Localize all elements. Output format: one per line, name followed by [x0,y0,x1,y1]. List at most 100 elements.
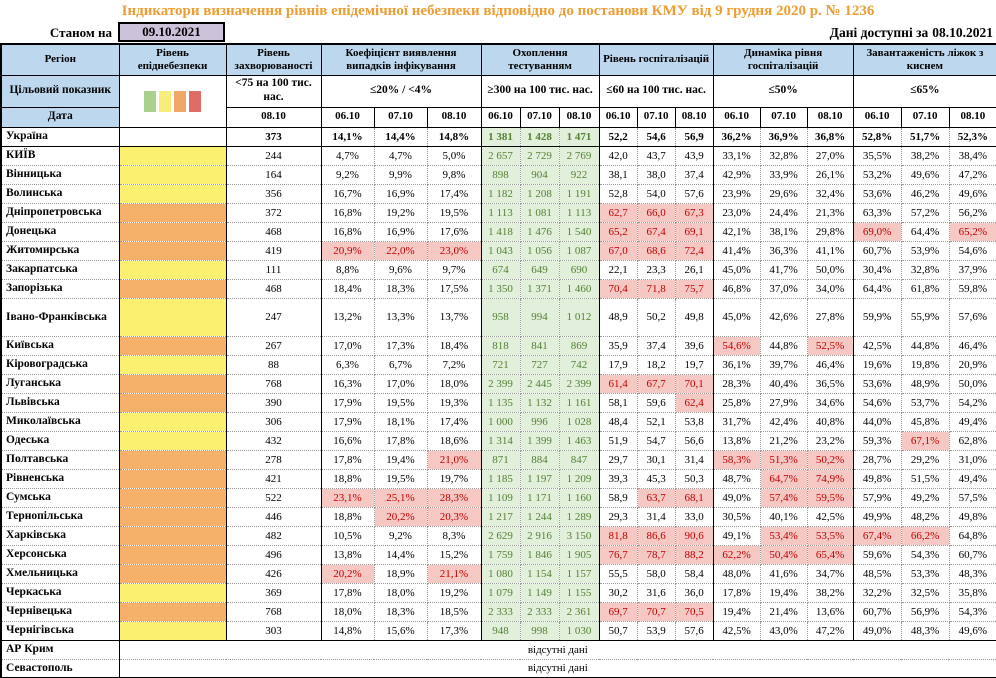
testing-cell: 2 916 [520,526,560,546]
incidence-cell: 768 [226,374,322,394]
bed-occupancy-cell: 53,2% [853,165,902,185]
hospitalization-cell: 30,1 [637,450,676,470]
bed-occupancy-cell: 54,2% [949,393,996,413]
region-cell: Севастополь [1,659,120,678]
coef-cell: 8,8% [321,260,375,280]
hospitalization-cell: 49,8 [675,298,714,337]
hospitalization-cell: 31,4 [637,507,676,527]
hospitalization-cell: 62,7 [599,203,638,223]
bed-occupancy-cell: 57,2% [901,203,950,223]
testing-cell: 2 657 [481,146,521,166]
dynamics-cell: 37,0% [760,279,808,299]
date-cell: 08.10 [948,106,996,128]
bed-occupancy-cell: 69,0% [853,222,902,242]
hospitalization-cell: 69,1 [675,222,714,242]
dynamics-cell: 54,6% [713,336,761,356]
hospitalization-cell: 38,0 [637,165,676,185]
bed-occupancy-cell: 54,3% [949,602,996,622]
coef-cell: 18,8% [321,507,375,527]
testing-cell: 2 333 [520,602,560,622]
coef-cell: 18,3% [374,279,428,299]
bed-occupancy-cell: 19,6% [853,355,902,375]
region-cell: Полтавська [1,450,120,470]
bed-occupancy-cell: 46,4% [949,336,996,356]
dynamics-cell: 45,0% [713,260,761,280]
dynamics-cell: 30,5% [713,507,761,527]
incidence-cell: 446 [226,507,322,527]
bed-occupancy-cell: 60,7% [853,602,902,622]
target-coefficient: ≤20% / <4% [320,74,482,108]
bed-occupancy-cell: 67,1% [901,431,950,451]
coef-cell: 17,8% [321,583,375,603]
incidence-cell: 88 [226,355,322,375]
coef-cell: 18,3% [374,602,428,622]
hospitalization-cell: 50,7 [599,621,638,641]
hospitalization-cell: 90,6 [675,526,714,546]
dynamics-cell: 42,5% [807,507,854,527]
testing-cell: 1 160 [559,488,600,508]
hospitalization-cell: 70,5 [675,602,714,622]
testing-cell: 869 [559,336,600,356]
hospitalization-cell: 56,9 [675,127,714,147]
dynamics-cell: 23,9% [713,184,761,204]
bed-occupancy-cell: 51,5% [901,469,950,489]
bed-occupancy-cell: 53,9% [901,241,950,261]
hospitalization-cell: 70,7 [637,602,676,622]
hospitalization-cell: 69,7 [599,602,638,622]
bed-occupancy-cell: 20,9% [949,355,996,375]
bed-occupancy-cell: 35,8% [949,583,996,603]
testing-cell: 948 [481,621,521,641]
dynamics-cell: 42,5% [713,621,761,641]
epidemic-level-cell [119,507,227,527]
coef-cell: 17,5% [427,279,482,299]
incidence-cell: 432 [226,431,322,451]
bed-occupancy-cell: 54,6% [949,241,996,261]
date-cell: 08.10 [806,106,854,128]
testing-cell: 1 846 [520,545,560,565]
hospitalization-cell: 29,3 [599,507,638,527]
bed-occupancy-cell: 45,8% [901,412,950,432]
bed-occupancy-cell: 52,8% [853,127,902,147]
testing-cell: 1 000 [481,412,521,432]
coef-cell: 14,8% [427,127,482,147]
dynamics-cell: 42,9% [713,165,761,185]
testing-cell: 2 361 [559,602,600,622]
bed-occupancy-cell: 32,8% [901,260,950,280]
bed-occupancy-cell: 49,9% [853,507,902,527]
coef-cell: 25,1% [374,488,428,508]
bed-occupancy-cell: 57,6% [949,298,996,337]
testing-cell: 1 056 [520,241,560,261]
date-cell: 06.10 [480,106,521,128]
hospitalization-cell: 72,4 [675,241,714,261]
dynamics-cell: 36,1% [713,355,761,375]
table-row: Тернопільська 446 18,8% 20,2% 20,3% 1 217 1 24… [1,507,996,527]
testing-cell: 994 [520,298,560,337]
dynamics-cell: 23,2% [807,431,854,451]
epidemic-level-cell [119,374,227,394]
bed-occupancy-cell: 53,7% [901,393,950,413]
dynamics-cell: 58,3% [713,450,761,470]
coef-cell: 17,8% [321,450,375,470]
table-row: АР Крим відсутні дані [1,639,996,660]
testing-cell: 1 135 [481,393,521,413]
table-row: Закарпатська 111 8,8% 9,6% 9,7% 674 649 690 22,1… [1,260,996,280]
coef-cell: 20,2% [321,564,375,584]
table-row: Вінницька 164 9,2% 9,9% 9,8% 898 904 922 38,1 38,… [1,165,996,185]
coef-cell: 17,4% [427,184,482,204]
coef-cell: 18,5% [427,602,482,622]
bed-occupancy-cell: 35,5% [853,146,902,166]
testing-cell: 1 149 [520,583,560,603]
incidence-cell: 373 [226,127,322,147]
hospitalization-cell: 51,9 [599,431,638,451]
testing-cell: 1 079 [481,583,521,603]
region-cell: Дніпропетровська [1,203,120,223]
coef-cell: 14,4% [374,127,428,147]
table-row: Харківська 482 10,5% 9,2% 8,3% 2 629 2 916 3 15… [1,526,996,546]
date-cell: 06.10 [598,106,638,128]
coef-cell: 13,3% [374,298,428,337]
hospitalization-cell: 53,9 [637,621,676,641]
epidemic-level-cell [119,545,227,565]
coef-cell: 22,0% [374,241,428,261]
testing-cell: 922 [559,165,600,185]
dynamics-cell: 46,8% [713,279,761,299]
